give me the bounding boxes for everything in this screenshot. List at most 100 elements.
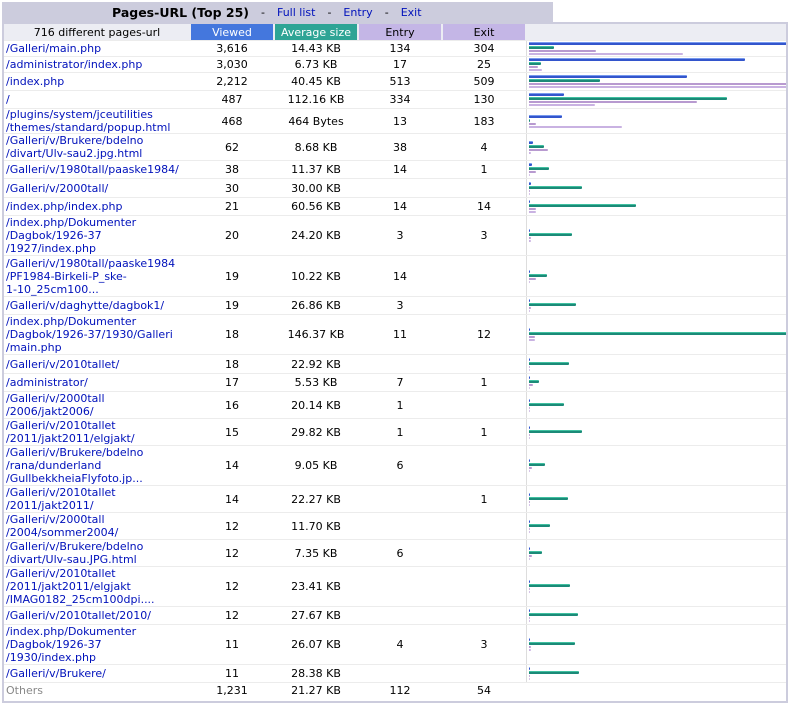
entry-value: 513 <box>389 75 411 88</box>
page-url-link[interactable]: /Galleri/v/2010tallet /2011/jakt2011/elg… <box>6 419 135 445</box>
average-size-value: 60.56 KB <box>291 200 341 213</box>
bar-cell <box>526 540 786 566</box>
entry-link[interactable]: Entry <box>343 5 373 19</box>
page-url-link[interactable]: /Galleri/v/2000tall /2006/jakt2006/ <box>6 392 105 418</box>
average-size-value: 40.45 KB <box>291 75 341 88</box>
exit-link[interactable]: Exit <box>400 5 422 19</box>
exit-bar <box>529 620 530 622</box>
page-url-link[interactable]: /index.php/Dokumenter /Dagbok/1926-37/19… <box>6 315 173 354</box>
exit-bar <box>529 104 595 106</box>
table-row: /index.php 2,212 40.45 KB 513 509 <box>4 72 786 90</box>
average-size-value: 29.82 KB <box>291 425 341 439</box>
table-header: 716 different pages-url Viewed Average s… <box>4 24 786 40</box>
entry-bar <box>529 675 530 677</box>
average-size-bar <box>529 550 542 554</box>
page-url-link[interactable]: /Galleri/v/2000tall /2004/sommer2004/ <box>6 513 119 539</box>
page-url-link[interactable]: /Galleri/v/1980tall/paaske1984 /PF1984-B… <box>6 256 176 296</box>
average-size-bar <box>529 62 541 65</box>
separator: - <box>384 5 389 19</box>
viewed-bar <box>529 519 530 523</box>
exit-value: 25 <box>477 58 491 71</box>
page-url-link[interactable]: /Galleri/v/2010tallet/ <box>6 357 120 371</box>
exit-bar <box>529 678 530 680</box>
page-url-link[interactable]: /Galleri/main.php <box>6 42 102 55</box>
viewed-value: 14 <box>225 492 239 506</box>
page-url-link[interactable]: /Galleri/v/2000tall/ <box>6 181 109 195</box>
page-url-link[interactable]: /index.php/Dokumenter /Dagbok/1926-37 /1… <box>6 216 137 255</box>
viewed-value: 12 <box>225 580 239 593</box>
entry-bar <box>529 122 536 125</box>
page-url-link[interactable]: /index.php/index.php <box>6 200 123 213</box>
bar-cell <box>526 683 786 698</box>
table-row: /Galleri/v/2010tallet /2011/jakt2011/14 2… <box>4 485 786 512</box>
bar-cell <box>526 374 786 391</box>
viewed-bar <box>529 58 745 61</box>
page-url-link[interactable]: /index.php/Dokumenter /Dagbok/1926-37 /1… <box>6 625 137 664</box>
bar-cell <box>526 161 786 178</box>
average-size-value: 146.37 KB <box>287 328 345 341</box>
viewed-value: 18 <box>225 357 239 371</box>
table-row: /administrator/17 5.53 KB 7 1 <box>4 373 786 391</box>
table-row: /index.php/Dokumenter /Dagbok/1926-37 /1… <box>4 624 786 664</box>
page-url-link[interactable]: /Galleri/v/daghytte/dagbok1/ <box>6 299 165 312</box>
page-url-link[interactable]: /Galleri/v/1980tall/paaske1984/ <box>6 163 179 176</box>
entry-bar <box>529 83 786 85</box>
exit-bar <box>529 503 530 506</box>
viewed-bar <box>529 229 530 232</box>
column-header-viewed: Viewed <box>191 24 273 40</box>
panel-title-box: Pages-URL (Top 25) - Full list - Entry -… <box>2 2 553 22</box>
column-header-exit: Exit <box>443 24 525 40</box>
bar-cell <box>526 91 786 108</box>
average-size-value: 27.67 KB <box>291 609 341 622</box>
exit-bar <box>529 151 531 154</box>
average-size-bar <box>529 79 600 82</box>
average-size-bar <box>529 332 786 335</box>
table-row: /Galleri/v/2010tallet/2010/12 27.67 KB <box>4 606 786 624</box>
page-url-link[interactable]: /Galleri/v/2010tallet /2011/jakt2011/ <box>6 486 116 512</box>
page-url-link[interactable]: /Galleri/v/Brukere/bdelno /rana/dunderla… <box>6 446 144 485</box>
page-url-link[interactable]: /index.php <box>6 75 65 88</box>
full-list-link[interactable]: Full list <box>276 5 316 19</box>
entry-bar <box>529 277 536 280</box>
exit-value: 509 <box>473 75 495 88</box>
entry-value <box>358 665 442 682</box>
bar-cell <box>526 513 786 539</box>
table-row: /Galleri/v/1980tall/paaske1984/38 11.37 K… <box>4 160 786 178</box>
average-size-value: 20.14 KB <box>291 398 341 412</box>
exit-bar <box>529 240 531 242</box>
exit-bar <box>529 211 536 213</box>
table-row: /index.php/index.php 21 60.56 KB 14 14 <box>4 197 786 215</box>
viewed-value: 14 <box>225 459 239 472</box>
bar-cell <box>526 256 786 296</box>
viewed-value: 487 <box>221 93 243 106</box>
page-url-link[interactable]: /Galleri/v/2010tallet/2010/ <box>6 609 151 622</box>
entry-value: 1 <box>396 425 404 439</box>
exit-value <box>442 392 526 418</box>
page-url-link[interactable]: /Galleri/v/Brukere/bdelno /divart/Ulv-sa… <box>6 540 144 566</box>
page-url-link[interactable]: /Galleri/v/2010tallet /2011/jakt2011/elg… <box>6 567 155 606</box>
exit-value <box>442 665 526 682</box>
page-url-link[interactable]: / <box>6 93 10 106</box>
exit-value <box>442 179 526 197</box>
table-row: /Galleri/main.php 3,616 14.43 KB 134 304 <box>4 40 786 56</box>
table-row: /Galleri/v/2000tall /2006/jakt2006/16 20.… <box>4 391 786 418</box>
pages-url-table: 716 different pages-url Viewed Average s… <box>2 22 788 703</box>
page-url-link[interactable]: /plugins/system/jceutilities /themes/sta… <box>6 109 171 133</box>
viewed-bar <box>529 140 533 144</box>
viewed-bar <box>529 114 562 118</box>
average-size-bar <box>529 584 570 587</box>
entry-bar <box>529 237 531 239</box>
entry-bar <box>529 406 530 409</box>
page-url-link[interactable]: /administrator/index.php <box>6 58 143 71</box>
average-size-bar <box>529 233 572 236</box>
bar-cell <box>526 109 786 133</box>
page-url-link[interactable]: /Galleri/v/Brukere/ <box>6 667 106 680</box>
page-url-link[interactable]: /administrator/ <box>6 376 88 389</box>
average-size-bar <box>529 671 579 674</box>
entry-value <box>358 486 442 512</box>
average-size-value: 10.22 KB <box>291 269 341 283</box>
bar-cell <box>526 446 786 485</box>
entry-value: 13 <box>393 114 407 128</box>
page-url-link[interactable]: /Galleri/v/Brukere/bdelno /divart/Ulv-sa… <box>6 134 144 160</box>
exit-value: 14 <box>477 200 491 213</box>
